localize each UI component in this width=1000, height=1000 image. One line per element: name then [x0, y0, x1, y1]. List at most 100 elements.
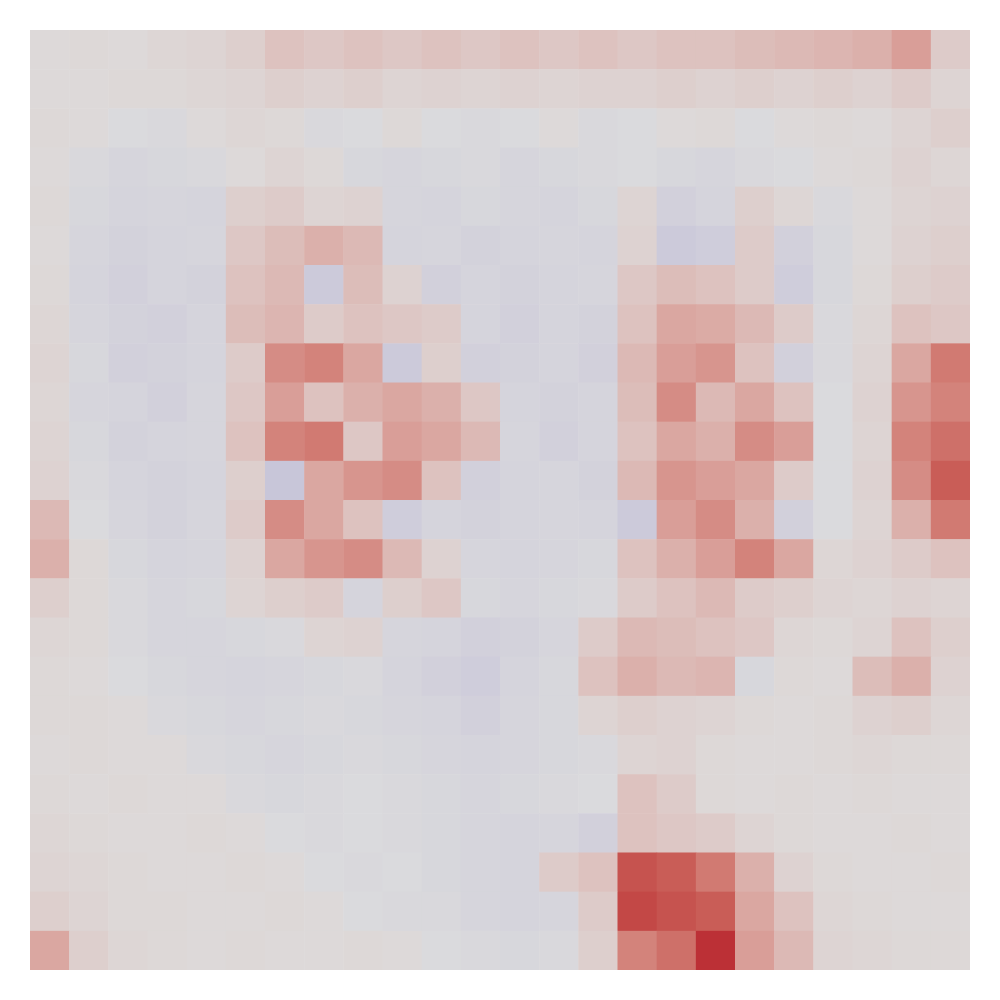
heatmap-cell	[69, 500, 109, 540]
heatmap-cell	[813, 187, 853, 227]
heatmap-cell	[30, 657, 70, 697]
heatmap-cell	[304, 30, 344, 70]
heatmap-cell	[30, 383, 70, 423]
heatmap-cell	[853, 500, 893, 540]
heatmap-cell	[931, 618, 970, 658]
heatmap-cell	[892, 539, 932, 579]
heatmap-cell	[343, 422, 383, 462]
heatmap-cell	[657, 226, 697, 266]
heatmap-cell	[813, 735, 853, 775]
heatmap-cell	[735, 657, 775, 697]
heatmap-cell	[892, 618, 932, 658]
heatmap-cells	[30, 30, 970, 970]
heatmap-cell	[343, 383, 383, 423]
heatmap-cell	[69, 461, 109, 501]
heatmap-cell	[383, 500, 423, 540]
heatmap-cell	[422, 148, 462, 188]
heatmap-cell	[461, 148, 501, 188]
heatmap-cell	[69, 69, 109, 109]
heatmap-cell	[187, 774, 227, 814]
heatmap-cell	[461, 578, 501, 618]
heatmap-cell	[853, 813, 893, 853]
heatmap-cell	[148, 774, 188, 814]
heatmap-cell	[148, 148, 188, 188]
heatmap-cell	[422, 422, 462, 462]
heatmap-cell	[539, 931, 579, 970]
heatmap-cell	[618, 383, 658, 423]
heatmap-cell	[343, 735, 383, 775]
heatmap-cell	[343, 657, 383, 697]
heatmap-cell	[343, 931, 383, 970]
heatmap-cell	[774, 657, 814, 697]
heatmap-cell	[618, 108, 658, 148]
heatmap-cell	[500, 618, 540, 658]
heatmap-cell	[461, 813, 501, 853]
heatmap-cell	[578, 657, 618, 697]
heatmap-cell	[226, 539, 266, 579]
heatmap-cell	[696, 892, 736, 932]
heatmap-cell	[539, 853, 579, 893]
heatmap-cell	[461, 30, 501, 70]
heatmap-cell	[618, 226, 658, 266]
heatmap-cell	[461, 265, 501, 305]
heatmap-cell	[813, 343, 853, 383]
heatmap-cell	[304, 500, 344, 540]
heatmap-cell	[735, 774, 775, 814]
heatmap-cell	[187, 265, 227, 305]
heatmap-cell	[461, 461, 501, 501]
heatmap-cell	[343, 108, 383, 148]
heatmap-cell	[578, 892, 618, 932]
heatmap-cell	[383, 578, 423, 618]
heatmap-cell	[148, 892, 188, 932]
heatmap-cell	[69, 30, 109, 70]
heatmap-cell	[618, 892, 658, 932]
heatmap-cell	[226, 304, 266, 344]
heatmap-cell	[148, 539, 188, 579]
heatmap-cell	[187, 148, 227, 188]
heatmap-cell	[735, 69, 775, 109]
heatmap-cell	[500, 853, 540, 893]
heatmap-cell	[108, 148, 148, 188]
heatmap-cell	[69, 422, 109, 462]
heatmap-cell	[735, 696, 775, 736]
heatmap-cell	[578, 265, 618, 305]
heatmap-cell	[539, 383, 579, 423]
heatmap-cell	[108, 69, 148, 109]
heatmap-cell	[735, 931, 775, 970]
heatmap-cell	[148, 618, 188, 658]
heatmap-cell	[735, 383, 775, 423]
heatmap-cell	[931, 774, 970, 814]
heatmap-cell	[813, 774, 853, 814]
heatmap-cell	[383, 69, 423, 109]
heatmap-cell	[30, 30, 70, 70]
heatmap-cell	[892, 696, 932, 736]
heatmap-cell	[657, 108, 697, 148]
heatmap-cell	[618, 735, 658, 775]
heatmap-cell	[383, 148, 423, 188]
heatmap-cell	[657, 187, 697, 227]
heatmap-cell	[422, 853, 462, 893]
heatmap-cell	[813, 696, 853, 736]
heatmap-cell	[539, 735, 579, 775]
heatmap-cell	[69, 813, 109, 853]
heatmap-cell	[774, 304, 814, 344]
heatmap-cell	[813, 539, 853, 579]
heatmap-cell	[578, 578, 618, 618]
heatmap-cell	[383, 892, 423, 932]
heatmap-cell	[696, 774, 736, 814]
heatmap-cell	[774, 500, 814, 540]
heatmap-cell	[187, 539, 227, 579]
heatmap-cell	[774, 226, 814, 266]
heatmap-cell	[461, 500, 501, 540]
heatmap-cell	[578, 813, 618, 853]
heatmap-cell	[735, 30, 775, 70]
heatmap-cell	[461, 618, 501, 658]
heatmap-cell	[853, 892, 893, 932]
heatmap-cell	[657, 696, 697, 736]
heatmap-cell	[539, 461, 579, 501]
heatmap-cell	[148, 226, 188, 266]
heatmap-cell	[696, 148, 736, 188]
heatmap-cell	[69, 735, 109, 775]
heatmap-cell	[657, 148, 697, 188]
heatmap-cell	[383, 657, 423, 697]
